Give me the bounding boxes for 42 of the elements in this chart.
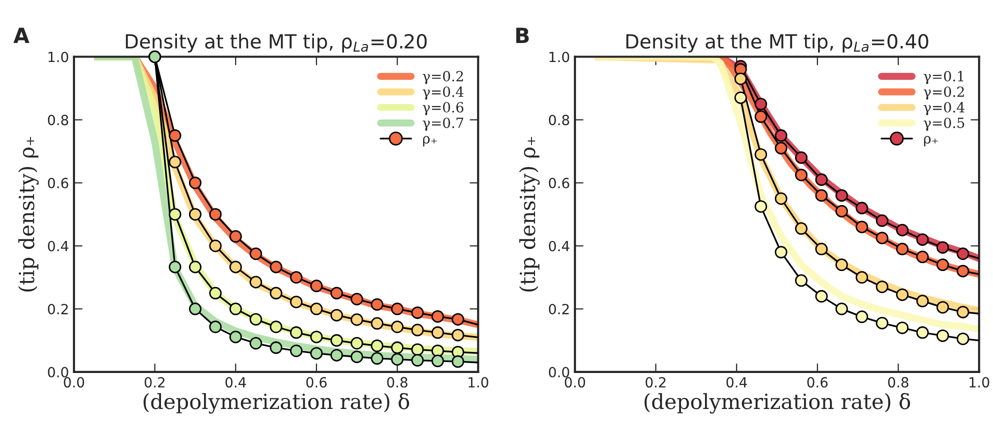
legend-label: ρ₊ xyxy=(423,136,437,146)
x-tick-label: 0.6 xyxy=(306,377,327,388)
y-tick-label: 0.6 xyxy=(548,178,570,188)
x-tick-label: 0.0 xyxy=(564,377,586,388)
x-tick-label: 0.6 xyxy=(807,377,828,388)
y-axis-title: (tip density) ρ₊ xyxy=(519,136,540,292)
y-tick-label: 1.0 xyxy=(550,52,570,62)
y-tick-label: 0.4 xyxy=(548,240,570,252)
y-tick-label: 0.2 xyxy=(48,304,68,314)
legend-label: γ=0.6 xyxy=(422,102,464,116)
y-tick-label: 0.8 xyxy=(548,114,570,126)
text: A xyxy=(13,28,30,43)
x-tick-label: 0.2 xyxy=(646,377,666,388)
legend-label: γ=0.7 xyxy=(422,118,464,131)
x-axis-title: (depolymerization rate) δ xyxy=(644,393,910,414)
chart-title: Density at the MT tip, ρ$_{La}$=0.20 xyxy=(126,34,427,52)
x-tick-label: 0.0 xyxy=(64,377,84,388)
legend-label: γ=0.1 xyxy=(924,70,964,84)
legend-label: γ=0.4 xyxy=(924,102,965,116)
y-tick-label: 0.0 xyxy=(548,366,570,378)
y-tick-label: 1.0 xyxy=(48,52,68,62)
x-tick-label: 0.8 xyxy=(888,377,908,388)
x-tick-label: 0.4 xyxy=(226,377,246,388)
x-tick-label: 0.8 xyxy=(387,377,408,388)
y-tick-label: 0.8 xyxy=(48,114,68,126)
x-tick-label: 1.0 xyxy=(970,377,990,388)
y-axis-title: (tip density) ρ₊ xyxy=(18,136,39,292)
legend-label: γ=0.4 xyxy=(422,86,464,100)
x-tick-label: 0.4 xyxy=(726,377,747,388)
y-tick-label: 0.4 xyxy=(48,240,68,252)
y-tick-label: 0.2 xyxy=(548,304,569,314)
x-axis-title: (depolymerization rate) δ xyxy=(144,393,410,414)
chart-title: Density at the MT tip, ρ$_{La}$=0.40 xyxy=(626,34,928,52)
x-tick-label: 1.0 xyxy=(468,377,488,388)
legend-label: γ=0.2 xyxy=(924,86,964,100)
legend-label: γ=0.2 xyxy=(422,70,463,84)
x-tick-label: 0.2 xyxy=(144,377,164,388)
text: B xyxy=(516,28,529,43)
legend-label: ρ₊ xyxy=(924,136,938,146)
legend-label: γ=0.5 xyxy=(924,118,964,131)
y-tick-label: 0.0 xyxy=(48,366,68,378)
y-tick-label: 0.6 xyxy=(48,178,68,188)
